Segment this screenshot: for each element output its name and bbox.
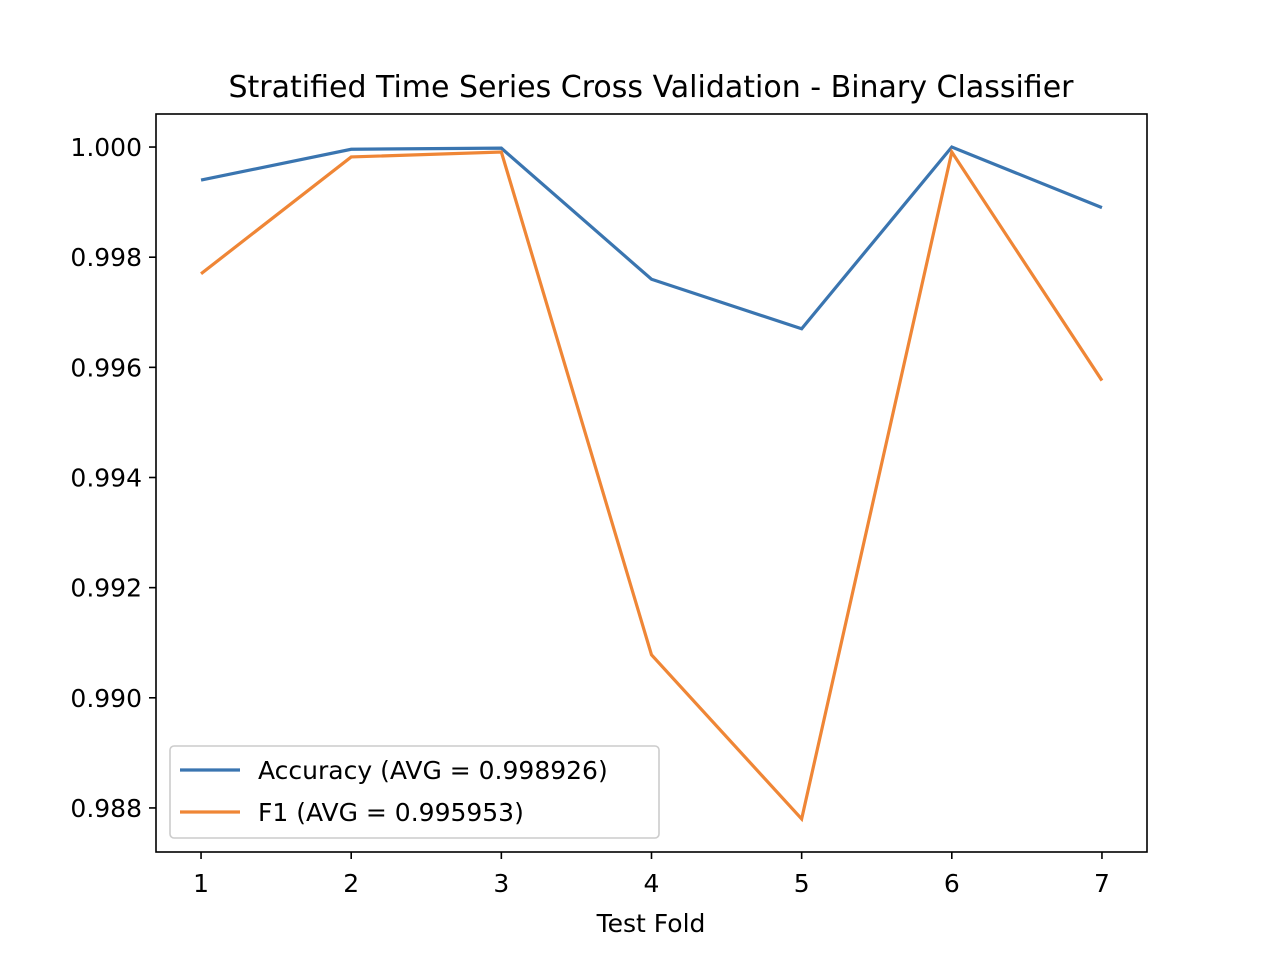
y-axis: 0.988 0.990 0.992 0.994 0.996 0.998 1.000 (70, 133, 156, 823)
x-axis: 1 2 3 4 5 6 7 (193, 852, 1110, 898)
series-line-f1 (200, 147, 1104, 823)
x-axis-label: Test Fold (596, 909, 706, 938)
x-tick-label: 3 (493, 869, 509, 898)
x-tick-label: 5 (794, 869, 810, 898)
plot-area-frame (155, 113, 1148, 853)
x-tick-label: 2 (343, 869, 359, 898)
x-tick-label: 1 (193, 869, 209, 898)
y-tick-label: 0.992 (70, 574, 142, 603)
legend-label-f1: F1 (AVG = 0.995953) (258, 798, 524, 827)
chart-title: Stratified Time Series Cross Validation … (229, 70, 1075, 105)
y-tick-label: 1.000 (70, 133, 142, 162)
y-tick-label: 0.988 (70, 794, 142, 823)
plot-lines (200, 145, 1104, 823)
series-line-accuracy (200, 145, 1103, 331)
y-tick-label: 0.998 (70, 243, 142, 272)
x-tick-label: 7 (1094, 869, 1110, 898)
y-tick-label: 0.990 (70, 684, 142, 713)
legend-label-accuracy: Accuracy (AVG = 0.998926) (258, 756, 608, 785)
y-tick-label: 0.996 (70, 353, 142, 382)
legend-box (169, 745, 660, 839)
y-tick-label: 0.994 (70, 463, 142, 492)
legend: Accuracy (AVG = 0.998926) F1 (AVG = 0.99… (169, 745, 660, 839)
x-tick-label: 4 (644, 869, 660, 898)
x-tick-label: 6 (944, 869, 960, 898)
